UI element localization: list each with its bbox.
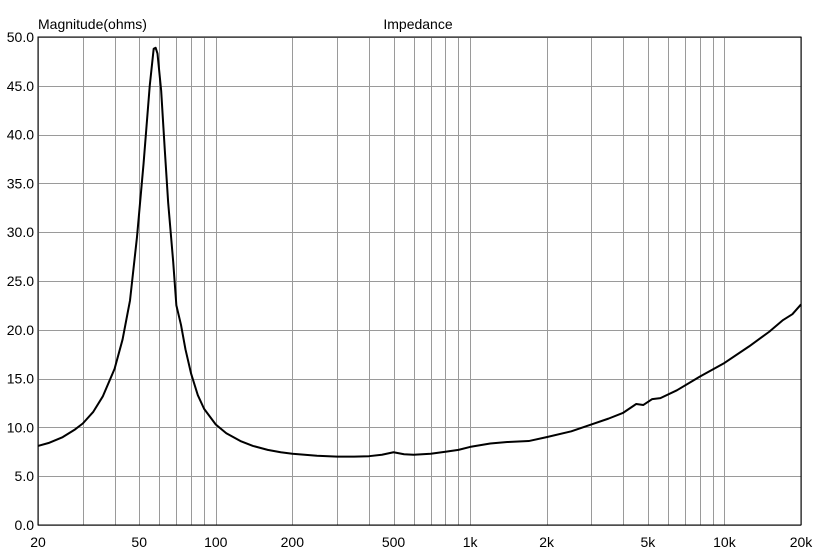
grid-layer bbox=[38, 37, 802, 526]
y-tick-label: 40.0 bbox=[7, 127, 34, 143]
x-tick-label: 1k bbox=[463, 534, 479, 550]
chart-title: Impedance bbox=[383, 16, 452, 32]
y-tick-label: 20.0 bbox=[7, 322, 34, 338]
y-axis-label: Magnitude(ohms) bbox=[38, 16, 147, 32]
x-tick-label: 100 bbox=[204, 534, 228, 550]
x-tick-label: 200 bbox=[281, 534, 305, 550]
x-tick-label: 5k bbox=[640, 534, 656, 550]
impedance-series-line bbox=[37, 46, 802, 458]
y-tick-label: 0.0 bbox=[15, 517, 35, 533]
plot-frame bbox=[37, 36, 802, 526]
x-tick-label: 10k bbox=[713, 534, 737, 550]
y-tick-label: 5.0 bbox=[15, 468, 35, 484]
x-tick-label: 2k bbox=[539, 534, 555, 550]
y-tick-label: 30.0 bbox=[7, 224, 34, 240]
x-tick-label: 500 bbox=[382, 534, 406, 550]
x-tick-label: 20k bbox=[790, 534, 814, 550]
y-tick-label: 35.0 bbox=[7, 175, 34, 191]
y-tick-label: 25.0 bbox=[7, 273, 34, 289]
y-tick-label: 50.0 bbox=[7, 29, 34, 45]
series-layer bbox=[37, 46, 802, 458]
x-tick-label: 50 bbox=[131, 534, 147, 550]
y-tick-label: 45.0 bbox=[7, 78, 34, 94]
y-tick-label: 15.0 bbox=[7, 371, 34, 387]
y-tick-label: 10.0 bbox=[7, 419, 34, 435]
tick-label-layer: 0.0 5.0 10.0 15.0 20.0 25.0 30.0 35.0 40.0 45.0 50… bbox=[7, 29, 814, 550]
x-tick-label: 20 bbox=[30, 534, 46, 550]
